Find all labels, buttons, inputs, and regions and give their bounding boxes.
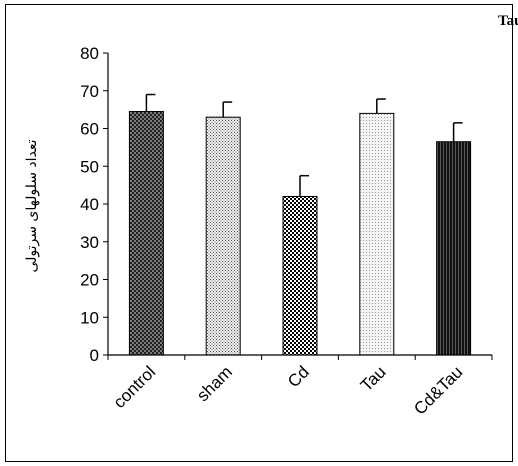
y-tick-label: 30: [80, 233, 99, 252]
y-tick-label: 60: [80, 120, 99, 139]
bar-sham: [205, 116, 241, 356]
y-tick-label: 40: [80, 195, 99, 214]
x-tick-label: Cd&Tau: [410, 362, 466, 418]
bar-tau: [359, 112, 395, 356]
x-tick-label: control: [110, 362, 160, 412]
x-tick-label: sham: [193, 362, 236, 405]
y-tick-label: 0: [90, 346, 99, 365]
x-tick-label: Cd: [284, 362, 313, 391]
y-axis-label: تعداد سلولهای سرتولی: [24, 139, 40, 272]
legend-text: کادمیوم : Cd تورین: Tau تورین و کادمیوم …: [498, 13, 518, 29]
y-tick-label: 70: [80, 82, 99, 101]
bar-cd-tau: [436, 141, 472, 356]
y-tick-label: 80: [80, 44, 99, 63]
bar-control: [128, 111, 164, 356]
x-tick-label: Tau: [357, 362, 390, 395]
y-tick-label: 10: [80, 308, 99, 327]
chart-frame: [5, 4, 513, 462]
bar-cd: [282, 195, 318, 356]
y-tick-label: 20: [80, 271, 99, 290]
y-tick-label: 50: [80, 157, 99, 176]
